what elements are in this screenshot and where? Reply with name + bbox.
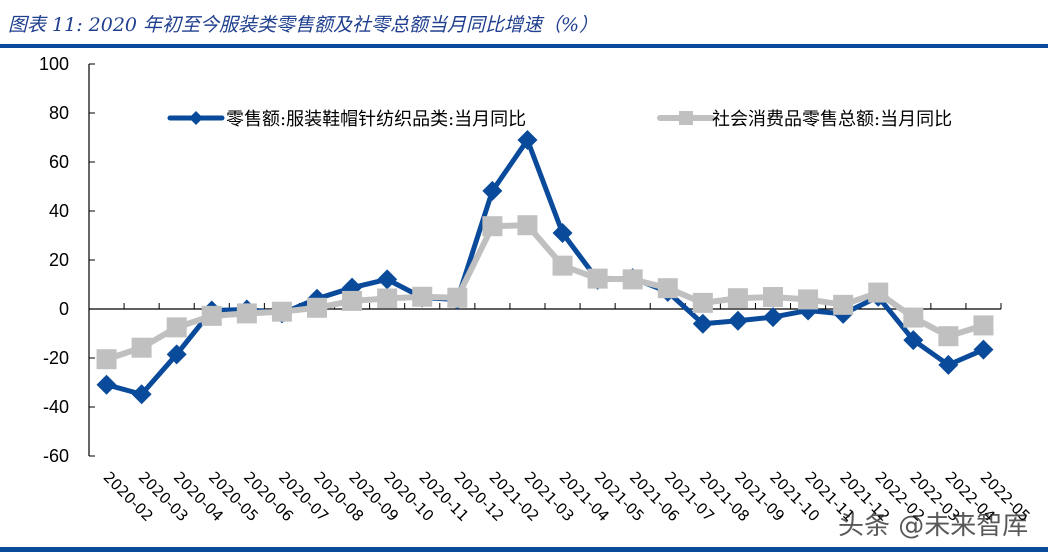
diamond-marker — [763, 307, 783, 328]
square-marker — [412, 286, 433, 307]
square-marker — [201, 305, 222, 326]
square-marker — [833, 294, 854, 315]
diamond-marker-icon — [189, 111, 203, 125]
square-marker — [973, 315, 994, 336]
square-marker — [517, 215, 538, 236]
square-marker — [236, 303, 257, 324]
y-tick-label: -20 — [43, 348, 69, 368]
square-marker — [938, 326, 959, 347]
square-marker — [307, 297, 327, 318]
legend-item-apparel: 零售额:服装鞋帽针纺织品类:当月同比 — [167, 109, 526, 130]
square-marker — [903, 307, 924, 328]
legend-item-total-retail: 社会消费品零售总额:当月同比 — [657, 109, 952, 130]
diamond-marker — [973, 339, 994, 360]
square-marker — [166, 317, 187, 338]
series-apparel — [96, 129, 994, 405]
diamond-marker — [727, 310, 748, 331]
watermark: 头条 @未来智库 — [838, 511, 1029, 541]
y-tick-label: 100 — [39, 54, 69, 74]
y-tick-label: 40 — [49, 201, 69, 221]
diamond-marker — [938, 354, 959, 375]
y-tick-label: -60 — [43, 446, 69, 466]
diamond-marker — [903, 330, 924, 351]
diamond-marker — [131, 384, 152, 405]
series-total-retail — [96, 215, 994, 370]
series-line — [105, 222, 985, 363]
diamond-marker — [552, 223, 573, 244]
square-marker — [657, 278, 678, 299]
square-marker — [447, 287, 468, 308]
square-marker — [271, 301, 292, 322]
figure-title: 图表 11: 2020 年初至今服装类零售额及社零总额当月同比增速（%） — [8, 14, 599, 36]
square-marker-icon — [679, 111, 693, 125]
y-tick-label: 60 — [49, 152, 69, 172]
top-rule — [0, 44, 1048, 48]
square-marker — [552, 255, 573, 276]
legend-label: 零售额:服装鞋帽针纺织品类:当月同比 — [226, 109, 526, 130]
square-marker — [727, 288, 748, 309]
diamond-marker — [517, 129, 538, 150]
square-marker — [763, 286, 783, 307]
square-marker — [587, 268, 608, 289]
diamond-marker — [166, 344, 187, 365]
square-marker — [692, 292, 713, 313]
legend: 零售额:服装鞋帽针纺织品类:当月同比 社会消费品零售总额:当月同比 — [167, 109, 952, 130]
diamond-marker — [377, 269, 398, 290]
square-marker — [131, 337, 152, 358]
diamond-marker — [482, 180, 503, 201]
y-tick-label: -40 — [43, 397, 69, 417]
square-marker — [342, 290, 363, 311]
square-marker — [482, 216, 503, 237]
square-marker — [96, 349, 117, 370]
legend-label: 社会消费品零售总额:当月同比 — [712, 109, 952, 130]
square-marker — [377, 288, 398, 309]
square-marker — [868, 282, 889, 303]
square-marker — [622, 269, 643, 290]
y-tick-label: 0 — [59, 299, 69, 319]
diamond-marker — [692, 313, 713, 334]
diamond-marker — [96, 374, 117, 395]
square-marker — [798, 289, 819, 310]
bottom-rule — [0, 547, 1048, 552]
y-tick-label: 80 — [49, 103, 69, 123]
series-layer — [96, 129, 994, 405]
y-tick-label: 20 — [49, 250, 69, 270]
series-line — [105, 137, 985, 397]
